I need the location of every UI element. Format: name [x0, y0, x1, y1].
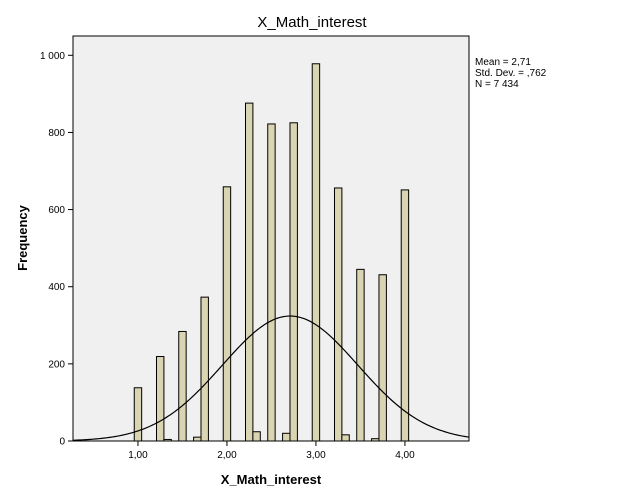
histogram-bar	[156, 356, 165, 442]
y-axis-label: Frequency	[15, 204, 30, 271]
x-axis-ticks: 1,00 2,00 3,00 4,00	[128, 441, 415, 461]
x-tick-label: 3,00	[306, 450, 326, 461]
chart-title: X_Math_interest	[257, 14, 367, 31]
y-axis-ticks: 0 200 400 600 800 1 000	[40, 51, 73, 448]
x-tick-label: 2,00	[217, 450, 237, 461]
stat-std-dev: Std. Dev. = ,762	[475, 68, 547, 79]
histogram-bar	[400, 189, 410, 442]
stat-mean: Mean = 2,71	[475, 57, 531, 68]
normal-curve	[72, 315, 470, 441]
histogram-bar	[282, 432, 291, 442]
y-tick-label: 0	[59, 437, 65, 448]
histogram-bar	[200, 296, 209, 442]
histogram-bar	[193, 436, 202, 442]
histogram-bar	[252, 431, 261, 442]
statistics-box: Mean = 2,71 Std. Dev. = ,762 N = 7 434	[475, 57, 546, 90]
histogram-bar	[289, 122, 298, 442]
y-tick-label: 1 000	[40, 51, 65, 62]
stat-n: N = 7 434	[475, 79, 519, 90]
y-tick-label: 600	[48, 205, 65, 216]
plot-border	[72, 35, 470, 442]
histogram-bar	[267, 123, 276, 442]
y-tick-label: 400	[48, 282, 65, 293]
histogram-bar	[133, 387, 143, 442]
histogram-bar	[311, 63, 321, 442]
y-tick-label: 200	[48, 359, 65, 370]
histogram-bar	[378, 274, 387, 442]
histogram-bar	[341, 434, 350, 442]
histogram-bar	[178, 330, 187, 442]
x-axis-label: X_Math_interest	[221, 472, 322, 487]
x-tick-label: 1,00	[128, 450, 148, 461]
histogram-bar	[356, 268, 365, 442]
y-tick-label: 800	[48, 128, 65, 139]
histogram-bars	[133, 63, 410, 442]
histogram-bar	[333, 187, 343, 442]
histogram-bar	[222, 186, 232, 442]
x-tick-label: 4,00	[395, 450, 415, 461]
histogram-bar	[244, 102, 254, 442]
